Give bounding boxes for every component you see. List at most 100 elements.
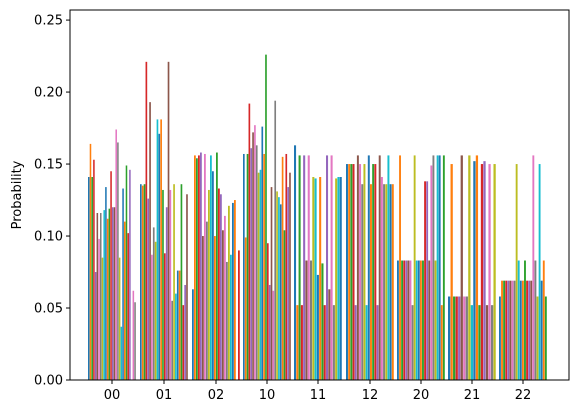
bar	[409, 260, 412, 380]
bar	[113, 207, 116, 380]
x-axis: 00 01 02 10 11 12 20 21 22	[104, 380, 531, 403]
bar	[226, 261, 228, 380]
bar	[399, 155, 401, 380]
bar	[152, 227, 155, 380]
bar	[376, 305, 379, 380]
bar	[278, 197, 280, 380]
bar	[250, 148, 253, 380]
bar	[120, 326, 123, 380]
bar	[169, 189, 172, 380]
bar	[544, 296, 547, 380]
bar	[101, 257, 104, 380]
bar	[106, 218, 109, 380]
bar	[127, 233, 129, 380]
bar	[401, 260, 404, 380]
bar	[154, 241, 157, 380]
bar	[257, 172, 260, 380]
bar	[515, 164, 518, 380]
bar	[305, 260, 308, 380]
bar	[192, 289, 194, 380]
bar	[374, 164, 377, 380]
y-axis-label: Probability	[10, 160, 25, 229]
bar	[141, 185, 144, 380]
bar	[480, 164, 484, 380]
bar	[528, 280, 531, 380]
y-axis: 0.00 0.05 0.10 0.15 0.20 0.25	[34, 14, 70, 389]
x-tick-label: 01	[156, 388, 173, 403]
bar	[246, 153, 249, 380]
bar	[378, 155, 381, 380]
bar	[453, 296, 456, 380]
bar	[312, 177, 315, 380]
bar	[415, 260, 418, 380]
bar	[167, 61, 170, 380]
bar	[129, 169, 131, 380]
bar	[94, 272, 97, 380]
bar	[323, 305, 326, 380]
bar	[259, 169, 262, 380]
bar	[314, 178, 317, 380]
bar	[524, 260, 526, 380]
bar	[542, 260, 545, 380]
bar	[276, 191, 278, 380]
bar	[243, 153, 245, 380]
bar	[270, 187, 273, 380]
bar	[263, 153, 265, 380]
bar	[89, 143, 92, 380]
bar	[411, 305, 414, 380]
bar	[232, 202, 234, 380]
bar	[186, 194, 188, 380]
bar	[328, 289, 331, 380]
bar	[261, 126, 264, 380]
axes-frame	[69, 9, 570, 381]
bar	[222, 230, 224, 380]
bar	[367, 155, 370, 380]
bar	[332, 305, 335, 380]
bar	[228, 205, 230, 380]
bar	[430, 165, 433, 380]
bar	[348, 164, 351, 380]
bar	[212, 171, 214, 380]
bar	[220, 194, 222, 380]
bar	[267, 243, 269, 380]
x-tick-label: 11	[310, 388, 327, 403]
bar	[285, 153, 288, 380]
bar	[534, 260, 537, 380]
bar	[346, 164, 348, 380]
bar	[473, 161, 476, 380]
bar	[196, 158, 198, 380]
bar	[413, 155, 416, 380]
bar	[283, 230, 286, 380]
bar	[140, 184, 142, 380]
bars-layer	[88, 54, 547, 381]
bar	[224, 215, 226, 380]
bar	[428, 260, 431, 380]
bar	[156, 119, 159, 381]
bar	[147, 198, 150, 380]
bar	[182, 305, 185, 380]
bar	[173, 184, 175, 380]
bar	[294, 145, 297, 380]
bar	[321, 263, 324, 380]
bar	[422, 260, 424, 380]
bar	[164, 253, 166, 380]
y-tick-label: 0.20	[34, 86, 63, 101]
bar	[419, 260, 422, 380]
bar	[426, 181, 429, 380]
bar	[194, 155, 196, 380]
bar	[287, 187, 289, 380]
bar	[208, 189, 210, 380]
y-tick-label: 0.25	[34, 14, 63, 29]
bar	[330, 155, 333, 380]
bar	[468, 155, 471, 380]
bar	[403, 260, 406, 380]
bar	[100, 213, 102, 380]
bar	[460, 155, 463, 380]
bar	[158, 133, 161, 380]
bar	[216, 152, 218, 380]
bar	[383, 184, 386, 380]
bar	[540, 280, 543, 380]
bar	[103, 210, 105, 380]
x-tick-label: 10	[259, 388, 276, 403]
bar	[470, 305, 474, 380]
